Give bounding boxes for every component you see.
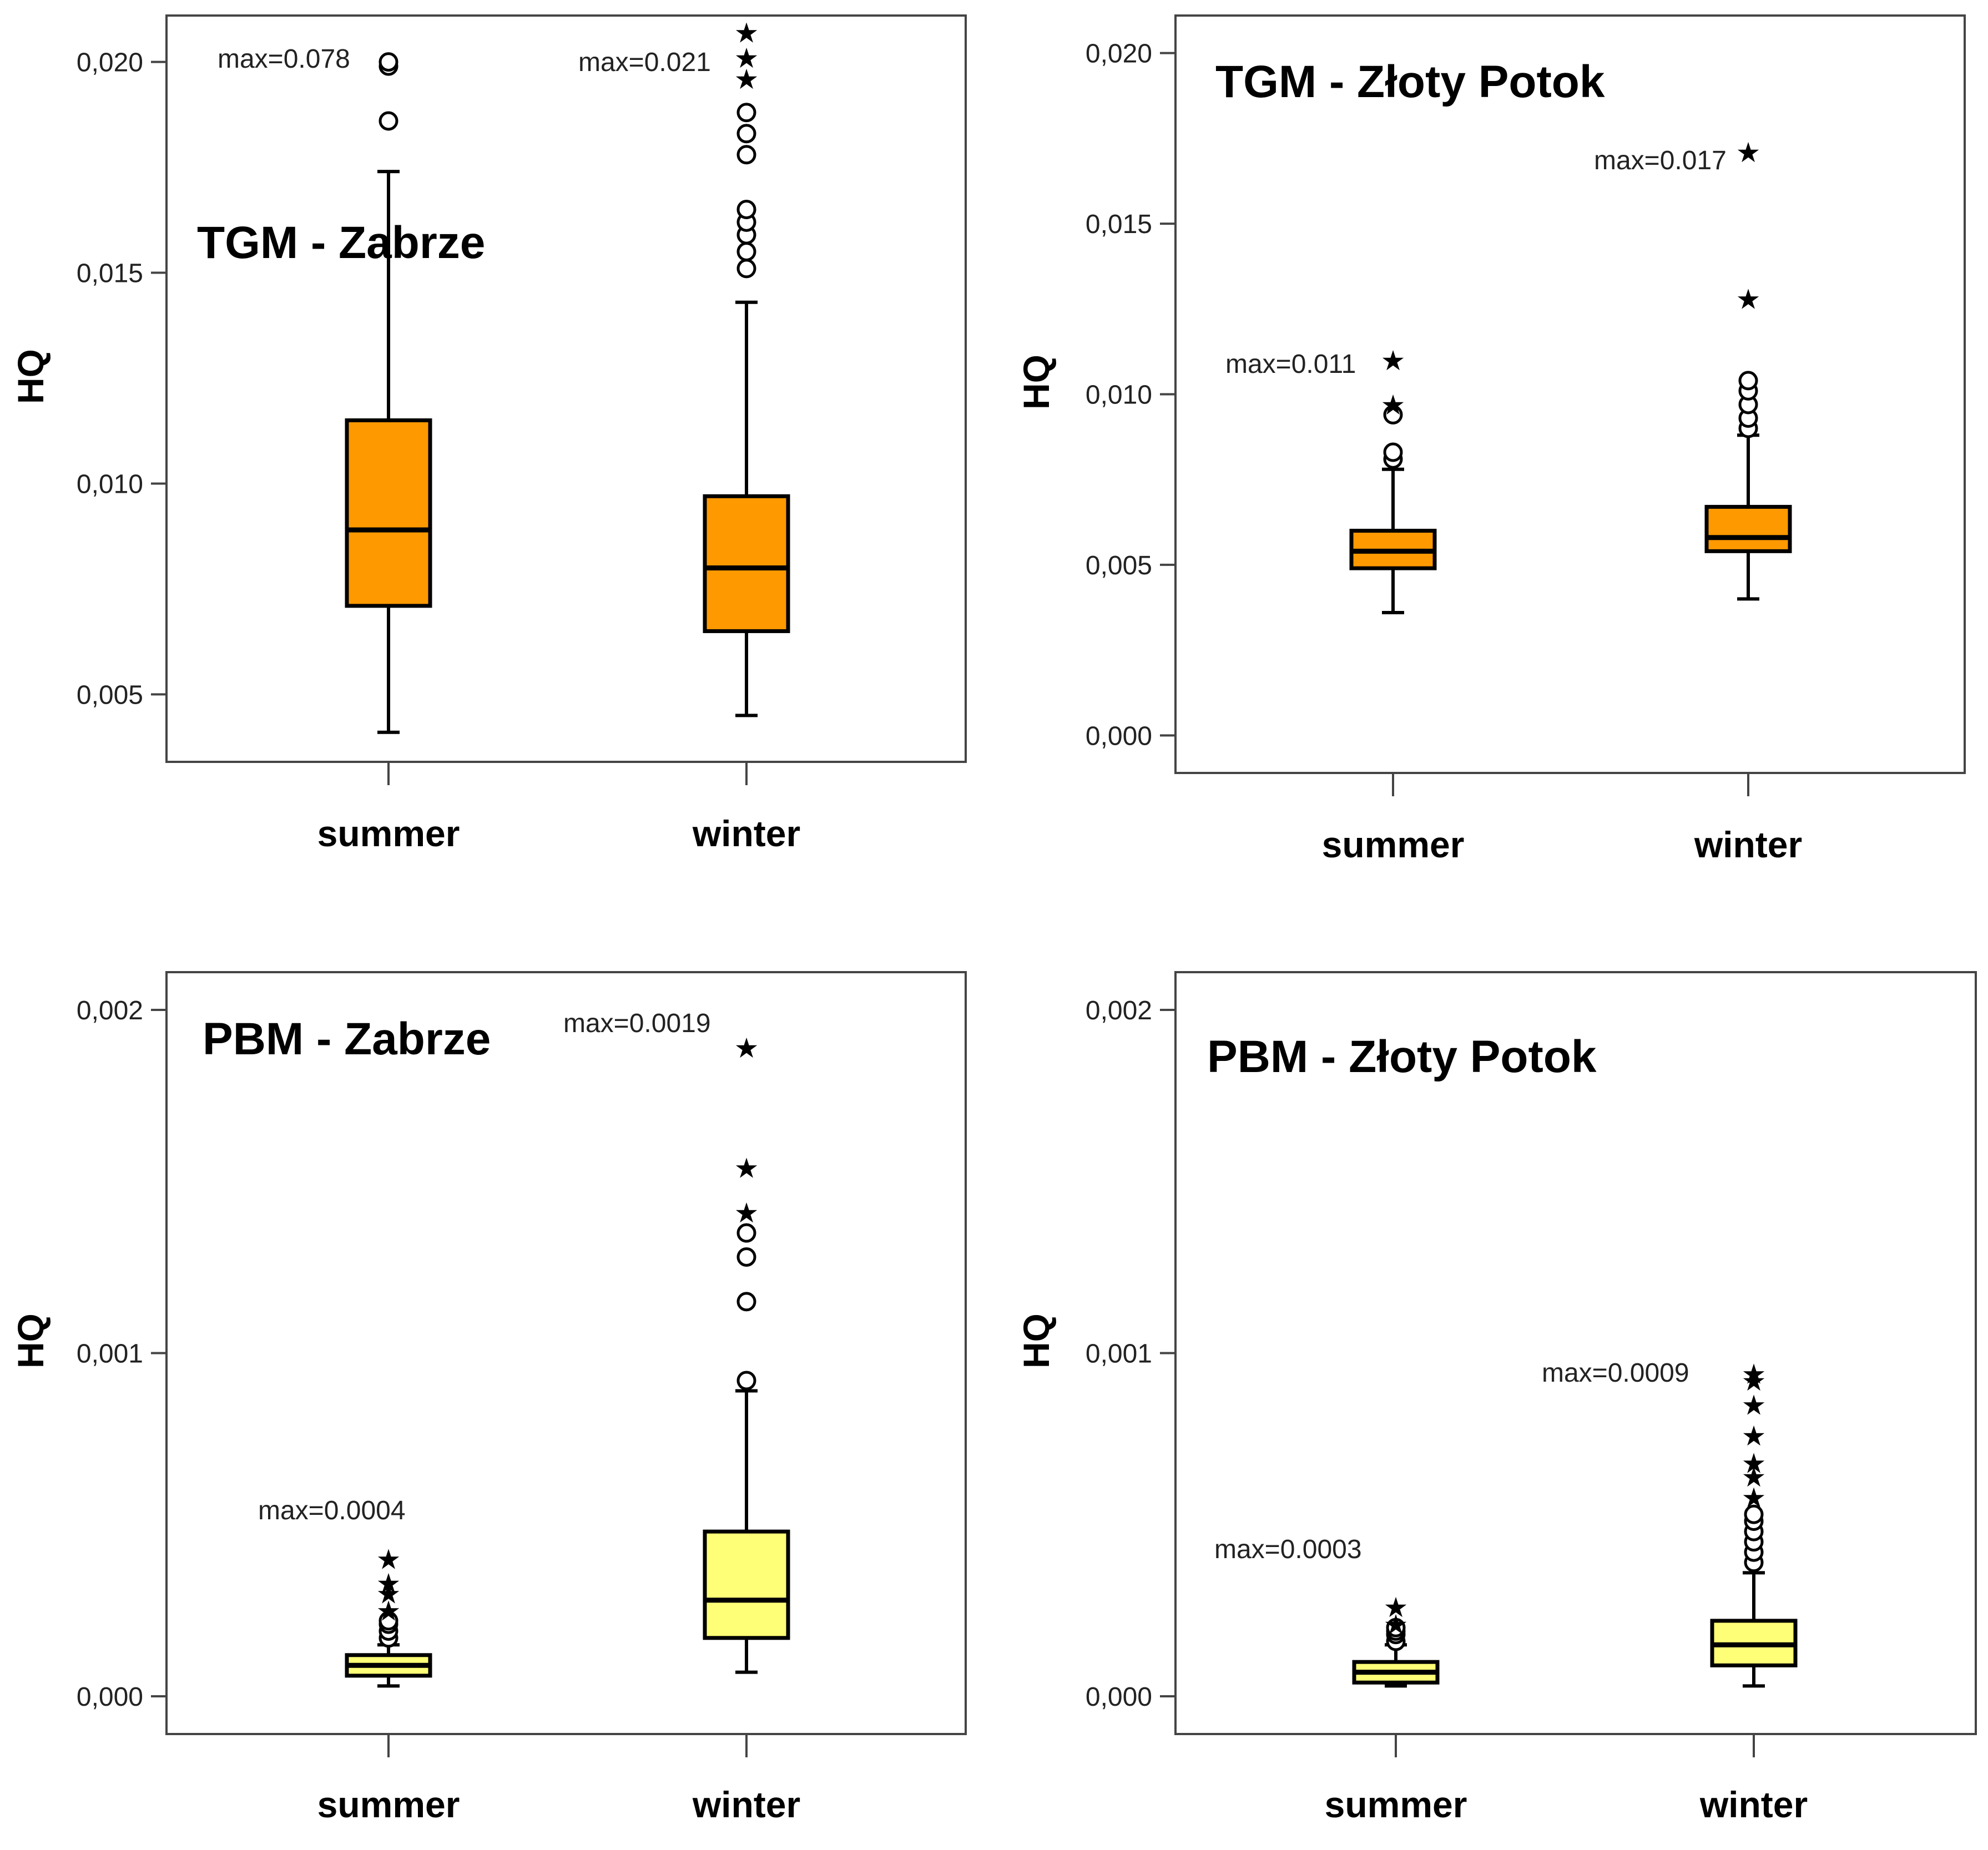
y-tick-label: 0,000 — [1086, 1682, 1152, 1712]
extreme-point: ★ — [734, 1197, 759, 1229]
max-annotation: max=0.021 — [578, 48, 711, 77]
chart-title: PBM - Złoty Potok — [1207, 1032, 1597, 1082]
x-category-label: summer — [1322, 824, 1465, 865]
chart-title: PBM - Zabrze — [203, 1014, 491, 1064]
extreme-point: ★ — [1381, 345, 1406, 377]
outlier-point — [1738, 371, 1758, 391]
y-axis-label: HQ — [10, 349, 51, 404]
x-category-label: summer — [1325, 1784, 1467, 1825]
x-category-label: winter — [1694, 824, 1802, 865]
y-tick-label: 0,000 — [77, 1682, 143, 1712]
chart-title: TGM - Zabrze — [197, 218, 485, 268]
box-iqr — [703, 1529, 790, 1640]
y-tick-label: 0,020 — [77, 48, 143, 78]
extreme-point: ★ — [1384, 1609, 1409, 1641]
y-tick-label: 0,005 — [77, 680, 143, 710]
x-category-label: summer — [317, 1784, 460, 1825]
extreme-point: ★ — [1742, 1461, 1767, 1493]
outlier-point — [736, 103, 756, 123]
y-tick-label: 0,015 — [1086, 210, 1152, 239]
y-tick-label: 0,002 — [1086, 996, 1152, 1025]
max-annotation: max=0.0004 — [258, 1496, 406, 1525]
extreme-point: ★ — [1381, 389, 1406, 421]
y-tick-label: 0,005 — [1086, 551, 1152, 580]
extreme-point: ★ — [734, 17, 759, 49]
outlier-point — [1386, 1618, 1406, 1637]
extreme-point: ★ — [1384, 1591, 1409, 1624]
plot-frame — [165, 971, 967, 1735]
outlier-point — [1383, 442, 1403, 462]
y-tick-label: 0,002 — [77, 996, 143, 1025]
outlier-point — [736, 1371, 756, 1391]
extreme-point: ★ — [1742, 1389, 1767, 1421]
outlier-point — [736, 124, 756, 144]
y-tick-label: 0,001 — [77, 1340, 143, 1369]
y-tick-label: 0,001 — [1086, 1340, 1152, 1369]
box-iqr — [703, 494, 790, 633]
extreme-point: ★ — [1742, 1447, 1767, 1479]
x-category-label: winter — [692, 813, 800, 854]
outlier-point — [1383, 405, 1403, 424]
plot-frame — [165, 14, 967, 763]
outlier-point — [736, 259, 756, 279]
extreme-point: ★ — [376, 1568, 401, 1600]
y-axis-label: HQ — [10, 1313, 51, 1368]
max-annotation: max=0.017 — [1594, 146, 1727, 175]
y-tick-label: 0,000 — [1086, 721, 1152, 751]
x-category-label: winter — [692, 1784, 800, 1825]
max-annotation: max=0.0003 — [1214, 1535, 1362, 1564]
max-annotation: max=0.0019 — [563, 1009, 711, 1038]
extreme-point: ★ — [734, 63, 759, 95]
extreme-point: ★ — [1742, 1358, 1767, 1391]
outlier-point — [736, 242, 756, 262]
outlier-point — [736, 1223, 756, 1243]
extreme-point: ★ — [1742, 1420, 1767, 1452]
outlier-point — [736, 145, 756, 165]
y-tick-label: 0,010 — [77, 469, 143, 499]
extreme-point: ★ — [376, 1544, 401, 1576]
x-category-label: summer — [317, 813, 460, 854]
extreme-point: ★ — [734, 42, 759, 74]
max-annotation: max=0.011 — [1225, 350, 1356, 379]
box-iqr — [1704, 504, 1792, 553]
max-annotation: max=0.078 — [218, 44, 350, 74]
y-axis-label: HQ — [1016, 1313, 1057, 1368]
extreme-point: ★ — [1742, 1482, 1767, 1514]
chart-panel-2: TGM - Złoty Potok HQ 0,000 0,005 0,010 0,015 0… — [1016, 14, 1966, 865]
extreme-point: ★ — [1736, 137, 1761, 169]
plot-frame — [1174, 14, 1966, 774]
y-tick-label: 0,015 — [77, 259, 143, 289]
outlier-point — [379, 111, 398, 131]
y-tick-label: 0,010 — [1086, 381, 1152, 410]
box-iqr — [345, 418, 432, 608]
outlier-point — [736, 200, 756, 220]
chart-title: TGM - Złoty Potok — [1215, 57, 1605, 107]
extreme-point: ★ — [376, 1578, 401, 1610]
extreme-point: ★ — [1736, 283, 1761, 315]
chart-panel-1: TGM - Zabrze HQ 0,005 0,010 0,015 0,020 summer… — [10, 14, 967, 854]
extreme-point: ★ — [1742, 1365, 1767, 1397]
chart-panel-4: PBM - Złoty Potok HQ 0,000 0,001 0,002 summer… — [1016, 971, 1977, 1825]
max-annotation: max=0.0009 — [1542, 1358, 1689, 1388]
chart-panel-3: PBM - ZabrzeHQ0,0000,0010,002summer★★★★m… — [10, 971, 967, 1825]
x-category-label: winter — [1699, 1784, 1808, 1825]
outlier-point — [736, 1292, 756, 1312]
extreme-point: ★ — [734, 1153, 759, 1185]
extreme-point: ★ — [376, 1595, 401, 1627]
outlier-point — [1744, 1504, 1764, 1524]
outlier-point — [379, 52, 398, 72]
plot-frame — [1174, 971, 1977, 1735]
outlier-point — [379, 1611, 398, 1631]
y-axis-label: HQ — [1016, 355, 1057, 410]
extreme-point: ★ — [734, 1032, 759, 1064]
outlier-point — [736, 1247, 756, 1267]
y-tick-label: 0,020 — [1086, 39, 1152, 69]
